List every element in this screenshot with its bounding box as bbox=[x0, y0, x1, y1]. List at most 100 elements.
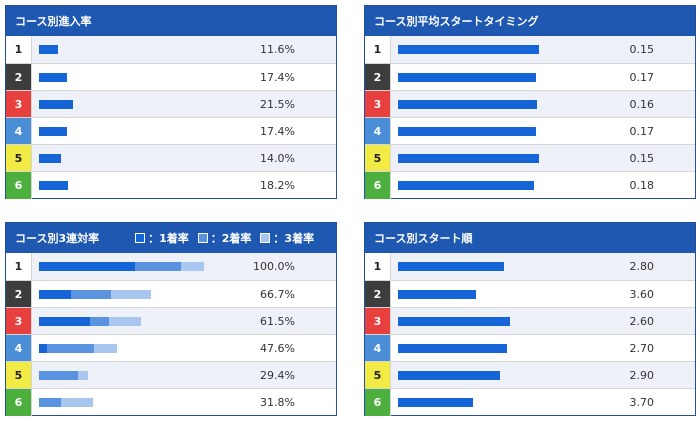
bar-third-place bbox=[109, 316, 141, 326]
bar-area: 31.8% bbox=[32, 389, 332, 416]
value-text: 17.4% bbox=[260, 124, 295, 138]
start-order-panel: コース別スタート順 1 2.80 2 3.60 3 2.60 4 2.70 5 2.90 6 3.70 bbox=[364, 222, 696, 416]
table-row: 3 21.5% bbox=[6, 90, 336, 118]
course-number: 5 bbox=[365, 144, 391, 172]
entry-rate-panel: コース別進入率 1 11.6% 2 17.4% 3 21.5% 4 17.4% 5 14.0% 6 1… bbox=[5, 5, 337, 199]
course-number: 5 bbox=[6, 144, 32, 172]
value-bar bbox=[398, 180, 534, 190]
value-text: 61.5% bbox=[260, 314, 295, 328]
bar-second-place bbox=[135, 262, 181, 271]
course-number: 4 bbox=[6, 334, 32, 362]
table-row: 4 2.70 bbox=[365, 334, 695, 362]
value-text: 0.17 bbox=[629, 124, 655, 138]
table-row: 1 100.0% bbox=[6, 253, 336, 280]
value-text: 0.17 bbox=[629, 70, 655, 84]
avg-start-timing-rows: 1 0.15 2 0.17 3 0.16 4 0.17 5 0.15 6 0.18 bbox=[365, 36, 695, 199]
table-row: 6 31.8% bbox=[6, 388, 336, 416]
bar-third-place bbox=[181, 262, 204, 271]
panel-title: コース別進入率 bbox=[6, 6, 336, 36]
course-number: 2 bbox=[365, 280, 391, 308]
value-text: 29.4% bbox=[260, 368, 295, 382]
avg-start-timing-panel: コース別平均スタートタイミング 1 0.15 2 0.17 3 0.16 4 0.17 5 0.1… bbox=[364, 5, 696, 199]
table-row: 3 61.5% bbox=[6, 307, 336, 335]
value-text: 2.90 bbox=[629, 368, 655, 382]
value-text: 14.0% bbox=[260, 151, 295, 165]
value-text: 21.5% bbox=[260, 97, 295, 111]
course-number: 5 bbox=[6, 361, 32, 389]
bar-area: 0.17 bbox=[391, 64, 691, 91]
bar-area: 2.80 bbox=[391, 253, 691, 280]
bar-second-place bbox=[71, 289, 111, 299]
legend-item-first: ：1着率 bbox=[135, 230, 189, 246]
bar-area: 11.6% bbox=[32, 36, 332, 63]
bar-area: 17.4% bbox=[32, 118, 332, 145]
table-row: 1 11.6% bbox=[6, 36, 336, 63]
bar-area: 0.15 bbox=[391, 145, 691, 172]
table-row: 6 0.18 bbox=[365, 171, 695, 199]
course-number: 6 bbox=[6, 388, 32, 416]
value-bar bbox=[398, 72, 536, 82]
bar-area: 0.17 bbox=[391, 118, 691, 145]
value-text: 17.4% bbox=[260, 70, 295, 84]
panel-title: コース別スタート順 bbox=[365, 223, 695, 253]
value-bar bbox=[398, 316, 510, 326]
course-number: 1 bbox=[365, 253, 391, 280]
bar-area: 47.6% bbox=[32, 335, 332, 362]
value-text: 0.15 bbox=[629, 43, 655, 56]
bar-area: 18.2% bbox=[32, 172, 332, 199]
value-text: 47.6% bbox=[260, 341, 295, 355]
table-row: 5 0.15 bbox=[365, 144, 695, 172]
value-text: 18.2% bbox=[260, 178, 295, 192]
course-number: 3 bbox=[365, 90, 391, 118]
bar-area: 14.0% bbox=[32, 145, 332, 172]
panel-title: コース別3連対率 bbox=[15, 232, 100, 245]
legend-swatch-third bbox=[260, 233, 271, 243]
bar-first-place bbox=[39, 343, 47, 353]
course-number: 6 bbox=[6, 171, 32, 199]
bar-area: 61.5% bbox=[32, 308, 332, 335]
trifecta-rate-panel: コース別3連対率 ：1着率 ：2着率 ：3着率 1 100.0% 2 66.7% 3 61… bbox=[5, 222, 337, 416]
value-bar bbox=[39, 72, 67, 82]
bar-area: 0.16 bbox=[391, 91, 691, 118]
table-row: 1 2.80 bbox=[365, 253, 695, 280]
trifecta-rate-rows: 1 100.0% 2 66.7% 3 61.5% 4 47.6% 5 29.4% 6 31.8% bbox=[6, 253, 336, 416]
table-row: 2 66.7% bbox=[6, 280, 336, 308]
value-bar bbox=[39, 180, 68, 190]
bar-area: 66.7% bbox=[32, 281, 332, 308]
value-text: 0.18 bbox=[629, 178, 655, 192]
course-number: 5 bbox=[365, 361, 391, 389]
value-text: 2.70 bbox=[629, 341, 655, 355]
course-number: 2 bbox=[6, 63, 32, 91]
bar-first-place bbox=[39, 316, 90, 326]
bar-area: 3.70 bbox=[391, 389, 691, 416]
bar-area: 2.90 bbox=[391, 362, 691, 389]
legend-label: ：1着率 bbox=[148, 232, 189, 245]
value-bar bbox=[39, 153, 61, 163]
value-bar bbox=[398, 397, 473, 407]
start-order-rows: 1 2.80 2 3.60 3 2.60 4 2.70 5 2.90 6 3.70 bbox=[365, 253, 695, 416]
table-row: 3 2.60 bbox=[365, 307, 695, 335]
value-bar bbox=[39, 126, 67, 136]
course-number: 2 bbox=[6, 280, 32, 308]
value-bar bbox=[398, 289, 476, 299]
course-number: 3 bbox=[6, 90, 32, 118]
bar-second-place bbox=[39, 397, 61, 407]
value-text: 2.80 bbox=[629, 260, 655, 273]
value-text: 31.8% bbox=[260, 395, 295, 409]
value-bar bbox=[398, 262, 504, 271]
value-text: 2.60 bbox=[629, 314, 655, 328]
value-bar bbox=[398, 153, 539, 163]
value-bar bbox=[39, 45, 58, 54]
value-text: 3.60 bbox=[629, 287, 655, 301]
bar-area: 2.60 bbox=[391, 308, 691, 335]
bar-second-place bbox=[90, 316, 109, 326]
course-number: 4 bbox=[6, 117, 32, 145]
table-row: 3 0.16 bbox=[365, 90, 695, 118]
course-number: 1 bbox=[6, 36, 32, 63]
panel-header: コース別3連対率 ：1着率 ：2着率 ：3着率 bbox=[6, 223, 336, 253]
table-row: 4 0.17 bbox=[365, 117, 695, 145]
course-number: 4 bbox=[365, 117, 391, 145]
value-text: 0.15 bbox=[629, 151, 655, 165]
table-row: 2 3.60 bbox=[365, 280, 695, 308]
table-row: 5 29.4% bbox=[6, 361, 336, 389]
